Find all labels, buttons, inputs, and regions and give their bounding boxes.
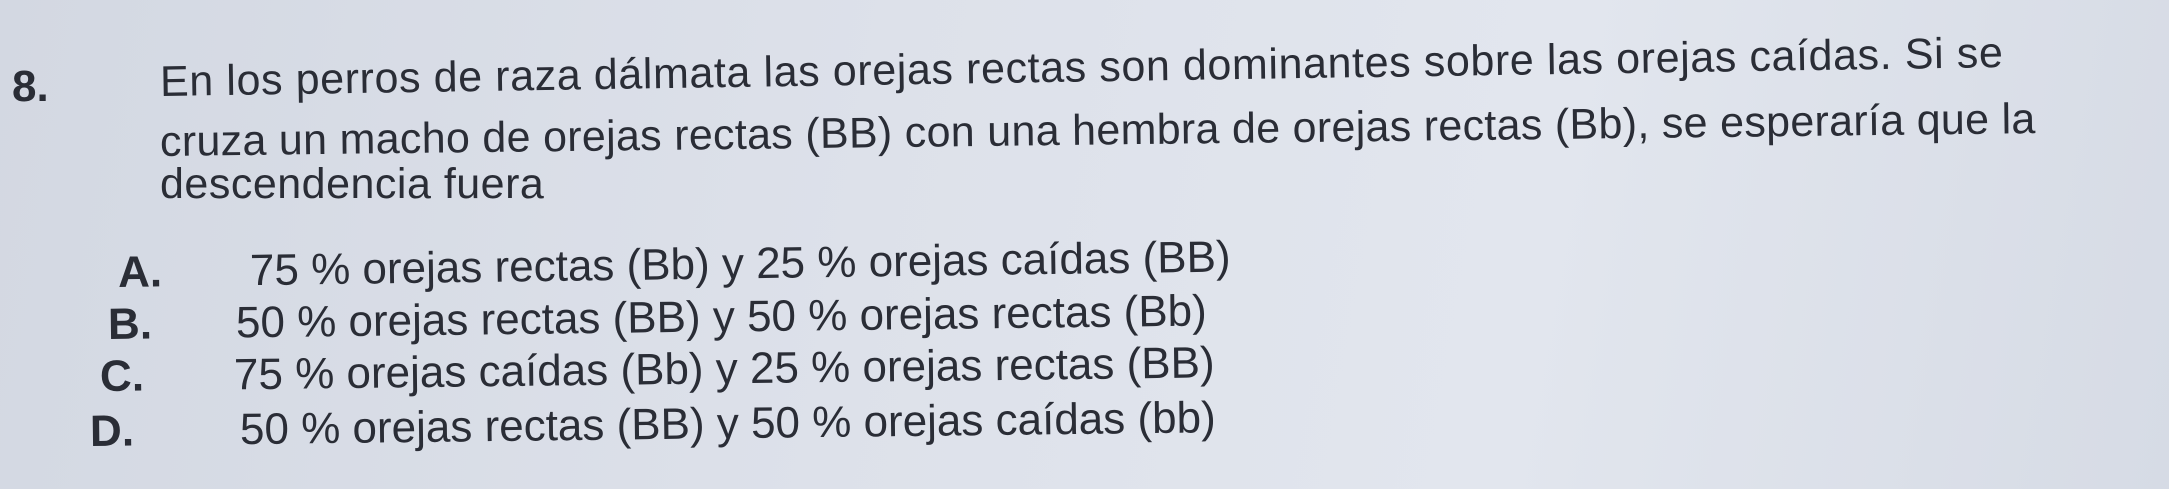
option-text: 50 % orejas rectas (BB) y 50 % orejas re… <box>235 286 1208 348</box>
option-text: 75 % orejas caídas (Bb) y 25 % orejas re… <box>233 338 1215 400</box>
option-letter: B. <box>107 299 153 349</box>
question-number: 8. <box>12 62 49 111</box>
option-text: 50 % orejas rectas (BB) y 50 % orejas ca… <box>239 393 1216 455</box>
option-letter: D. <box>89 406 135 456</box>
question-text-line-2: cruza un macho de orejas rectas (BB) con… <box>159 95 2036 166</box>
option-letter: C. <box>99 351 145 401</box>
option-text: 75 % orejas rectas (Bb) y 25 % orejas ca… <box>249 232 1231 296</box>
option-letter: A. <box>117 247 163 297</box>
question-text-line-1: En los perros de raza dálmata las orejas… <box>159 29 2004 106</box>
option-d: D. 50 % orejas rectas (BB) y 50 % orejas … <box>90 393 1216 457</box>
question-text-line-3: descendencia fuera <box>160 160 545 208</box>
